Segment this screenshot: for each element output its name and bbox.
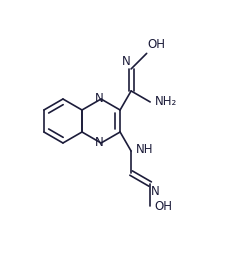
Text: N: N xyxy=(151,185,160,198)
Text: OH: OH xyxy=(154,199,172,213)
Text: N: N xyxy=(95,93,103,106)
Text: OH: OH xyxy=(148,38,166,51)
Text: N: N xyxy=(122,55,131,68)
Text: NH₂: NH₂ xyxy=(155,95,177,108)
Text: N: N xyxy=(95,136,103,150)
Text: NH: NH xyxy=(136,143,154,155)
